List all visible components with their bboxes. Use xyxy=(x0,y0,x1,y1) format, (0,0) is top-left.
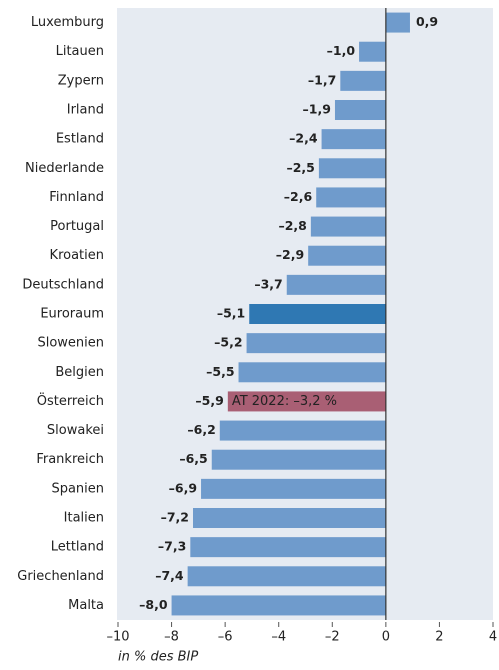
category-label: Portugal xyxy=(50,219,104,234)
x-tick-label: –2 xyxy=(325,630,340,645)
bar xyxy=(359,41,386,62)
value-label: –8,0 xyxy=(139,597,168,612)
category-label: Zypern xyxy=(58,73,104,88)
value-label: –6,2 xyxy=(187,422,215,437)
bar xyxy=(238,362,386,383)
value-label: –1,9 xyxy=(303,102,331,117)
bar xyxy=(211,449,386,470)
category-label: Österreich xyxy=(37,392,104,409)
bar xyxy=(227,391,386,412)
bar xyxy=(201,478,386,499)
value-label: –7,3 xyxy=(158,539,186,554)
value-label: –5,9 xyxy=(195,393,223,408)
value-label: –2,4 xyxy=(289,131,318,146)
category-label: Lettland xyxy=(51,540,104,555)
value-label: –7,2 xyxy=(161,510,189,525)
category-label: Griechenland xyxy=(17,569,104,584)
x-tick-label: 2 xyxy=(435,630,443,645)
value-label: –7,4 xyxy=(155,568,184,583)
x-tick-label: –8 xyxy=(164,630,179,645)
category-label: Italien xyxy=(64,511,104,526)
x-tick-label: 0 xyxy=(382,630,390,645)
value-label: –2,8 xyxy=(278,218,306,233)
category-label: Litauen xyxy=(56,44,104,59)
category-label: Euroraum xyxy=(40,307,104,322)
value-label: 0,9 xyxy=(416,14,438,29)
value-label: –1,7 xyxy=(308,72,336,87)
x-tick-label: –4 xyxy=(271,630,286,645)
value-label: –2,5 xyxy=(286,160,314,175)
value-label: –2,6 xyxy=(284,189,313,204)
bar xyxy=(316,187,386,208)
category-label: Malta xyxy=(68,598,104,613)
category-label: Deutschland xyxy=(22,277,104,292)
x-axis-label: in % des BIP xyxy=(118,650,198,665)
bar xyxy=(321,129,386,150)
bar xyxy=(187,566,386,587)
bar xyxy=(171,595,386,616)
category-label: Luxemburg xyxy=(31,15,104,30)
value-label: –1,0 xyxy=(327,43,356,58)
bar xyxy=(219,420,386,441)
category-label: Estland xyxy=(56,132,104,147)
bar xyxy=(334,100,386,120)
category-label: Niederlande xyxy=(25,161,104,176)
bar xyxy=(308,245,386,266)
value-label: –5,1 xyxy=(217,306,245,321)
category-label: Belgien xyxy=(55,365,104,380)
category-label: Slowenien xyxy=(37,336,104,351)
bar xyxy=(385,12,410,33)
bar xyxy=(286,274,386,295)
value-label: –6,5 xyxy=(179,451,207,466)
category-label: Frankreich xyxy=(36,452,104,467)
category-label: Finnland xyxy=(49,190,104,205)
bar xyxy=(193,508,386,528)
category-label: Spanien xyxy=(51,481,104,496)
annotation: AT 2022: –3,2 % xyxy=(232,394,337,409)
value-label: –6,9 xyxy=(169,480,197,495)
bar xyxy=(318,158,386,179)
value-label: –5,5 xyxy=(206,364,234,379)
value-label: –5,2 xyxy=(214,335,242,350)
bar xyxy=(310,216,386,237)
value-label: –2,9 xyxy=(276,247,304,262)
value-label: –3,7 xyxy=(254,276,282,291)
bar xyxy=(246,333,386,354)
x-tick-label: –10 xyxy=(106,630,129,645)
x-tick-label: –6 xyxy=(218,630,233,645)
bar xyxy=(249,304,386,324)
category-label: Irland xyxy=(67,103,104,118)
bar xyxy=(340,70,386,91)
category-label: Slowakei xyxy=(47,423,104,438)
category-label: Kroatien xyxy=(50,248,104,263)
x-tick-label: 4 xyxy=(489,630,497,645)
bar xyxy=(190,537,386,558)
